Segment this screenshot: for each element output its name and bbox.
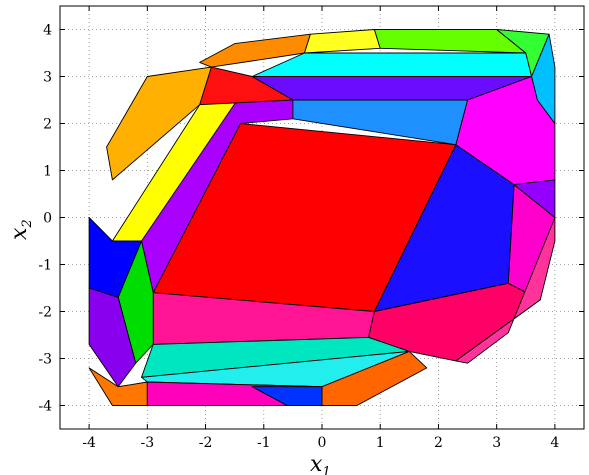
y-tick-labels: -4 -3 -2 -1 0 1 2 3 4 bbox=[38, 23, 52, 415]
y-tick-label-1: -3 bbox=[38, 352, 52, 368]
y-axis-label: x2 bbox=[7, 219, 35, 240]
region-polygon-18 bbox=[531, 33, 556, 124]
axis-ticks bbox=[60, 6, 584, 429]
region-polygon-11 bbox=[106, 66, 212, 181]
y-axis-label-sub: 2 bbox=[20, 219, 35, 228]
region-polygon-22 bbox=[88, 287, 137, 388]
x-tick-label-4: 0 bbox=[318, 435, 327, 451]
region-polygon-13 bbox=[199, 33, 311, 68]
region-polygon-25 bbox=[88, 367, 148, 406]
y-tick-label-7: 3 bbox=[43, 70, 52, 86]
region-polygon-28 bbox=[251, 386, 323, 406]
x-tick-label-7: 3 bbox=[492, 435, 501, 451]
y-tick-label-0: -4 bbox=[38, 399, 52, 415]
x-tick-label-1: -3 bbox=[141, 435, 155, 451]
x-tick-labels: -4 -3 -2 -1 0 1 2 3 4 bbox=[82, 435, 559, 451]
y-tick-label-4: 0 bbox=[43, 211, 52, 227]
y-tick-label-6: 2 bbox=[43, 117, 52, 133]
x-tick-label-0: -4 bbox=[82, 435, 96, 451]
region-polygon-14 bbox=[199, 66, 294, 106]
x-axis-label-main: x bbox=[310, 452, 323, 475]
x-axis-label: x1 bbox=[310, 452, 331, 475]
y-tick-label-2: -2 bbox=[38, 305, 52, 321]
region-polygon-9 bbox=[251, 52, 533, 77]
x-tick-label-3: -1 bbox=[257, 435, 271, 451]
y-tick-label-8: 4 bbox=[43, 23, 52, 39]
x-tick-label-8: 4 bbox=[550, 435, 559, 451]
x-tick-label-6: 2 bbox=[434, 435, 443, 451]
region-polygon-19 bbox=[513, 179, 556, 218]
polytope-regions bbox=[88, 29, 556, 406]
y-tick-label-5: 1 bbox=[43, 164, 52, 180]
x-axis-label-sub: 1 bbox=[322, 465, 330, 475]
y-axis-label-main: x bbox=[7, 227, 32, 240]
region-polygon-15 bbox=[304, 29, 381, 54]
x-tick-label-2: -2 bbox=[199, 435, 213, 451]
y-tick-label-3: -1 bbox=[38, 258, 52, 274]
x-tick-label-5: 1 bbox=[376, 435, 385, 451]
